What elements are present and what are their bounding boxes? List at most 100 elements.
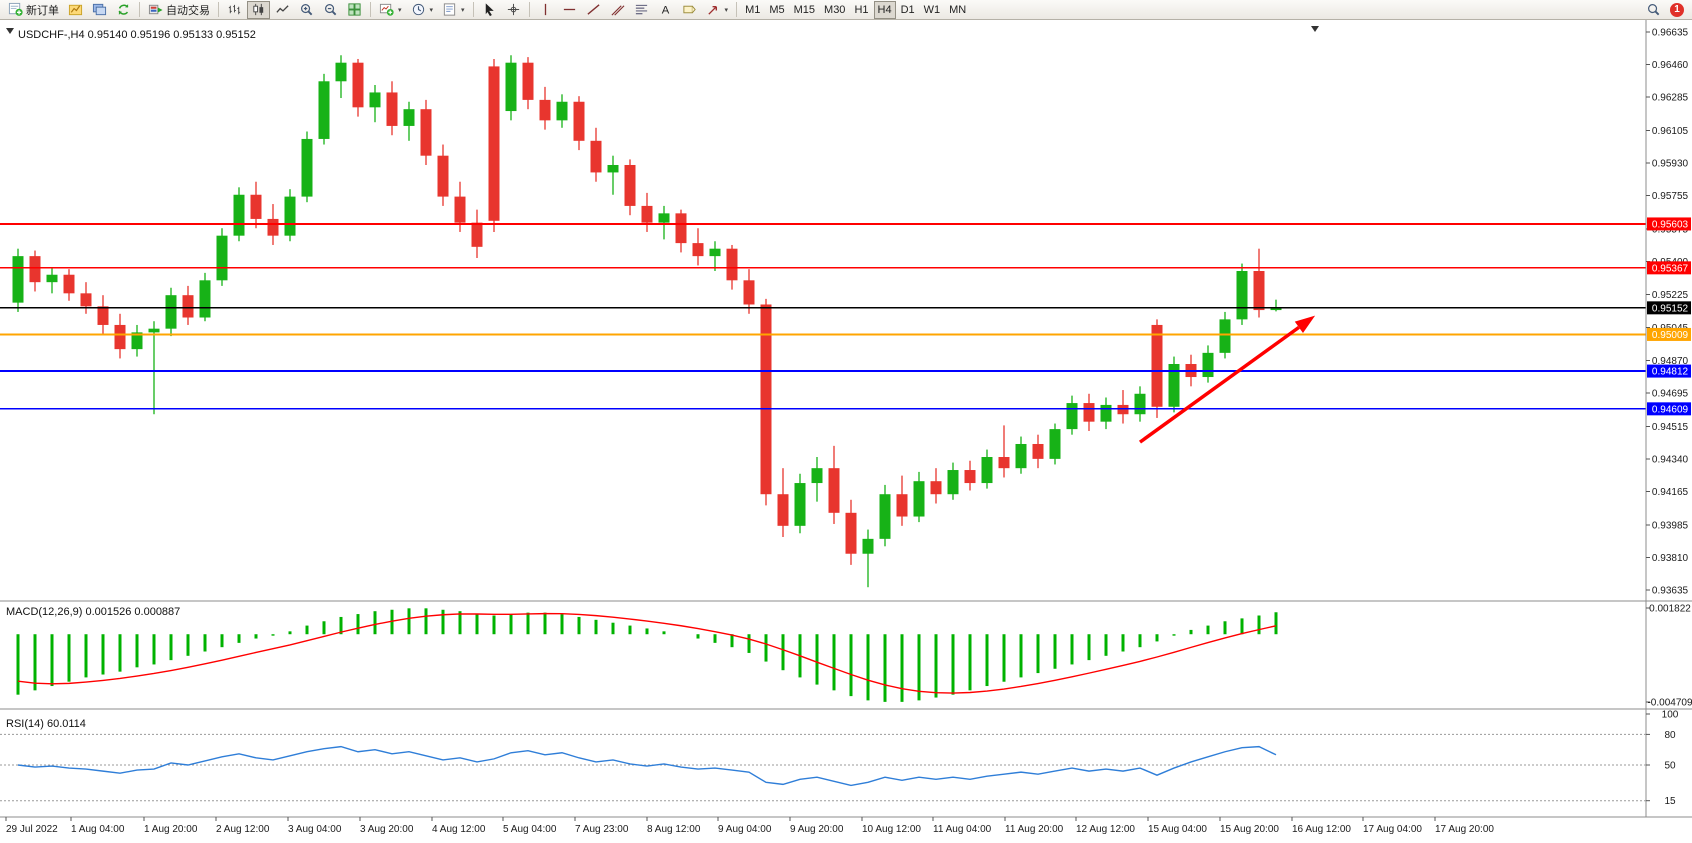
clock-icon — [411, 2, 426, 17]
toolbar-separator — [370, 2, 371, 17]
price-tick-label: 0.94695 — [1652, 388, 1689, 399]
chart-plot-area[interactable] — [0, 20, 1646, 601]
refresh-icon — [116, 2, 131, 17]
horizontal-line-icon — [562, 2, 577, 17]
toolbar: 新订单 自动交易 — [0, 0, 1692, 20]
cursor-tool-button[interactable] — [478, 1, 501, 19]
bear-candle — [1253, 271, 1265, 311]
time-tick-label: 17 Aug 20:00 — [1435, 824, 1494, 835]
bull-candle — [879, 494, 891, 539]
bear-candle — [267, 218, 279, 236]
charts-button[interactable] — [64, 1, 87, 19]
macd-panel — [16, 608, 1278, 702]
toolbar-separator — [528, 2, 530, 17]
zoom-out-button[interactable] — [319, 1, 342, 19]
bear-candle — [896, 494, 908, 517]
time-axis[interactable] — [0, 817, 1692, 843]
label-tool-button[interactable] — [678, 1, 701, 19]
bear-candle — [964, 470, 976, 484]
bull-candle — [233, 194, 245, 236]
macd-axis-min: -0.004709 — [1647, 698, 1692, 709]
timeframe-button-m30[interactable]: M30 — [820, 1, 849, 19]
price-tick-label: 0.93810 — [1652, 553, 1689, 564]
timeframe-button-m15[interactable]: M15 — [790, 1, 819, 19]
price-axis[interactable] — [1646, 20, 1692, 817]
timeframe-button-m5[interactable]: M5 — [765, 1, 788, 19]
price-badge — [1647, 301, 1691, 315]
time-tick-label: 9 Aug 04:00 — [718, 824, 772, 835]
horizontal-line-tool-button[interactable] — [558, 1, 581, 19]
svg-text:A: A — [661, 4, 669, 16]
timeframe-button-mn[interactable]: MN — [945, 1, 970, 19]
channel-icon — [610, 2, 625, 17]
zoom-in-icon — [299, 2, 314, 17]
shapes-tool-button[interactable]: ▾ — [702, 1, 733, 19]
profiles-button[interactable] — [88, 1, 111, 19]
timeframe-button-h1[interactable]: H1 — [850, 1, 872, 19]
price-badge — [1647, 364, 1691, 378]
refresh-button[interactable] — [112, 1, 135, 19]
bull-candle — [46, 274, 58, 283]
trendline-tool-button[interactable] — [582, 1, 605, 19]
bull-candle — [1049, 429, 1061, 459]
vertical-line-tool-button[interactable] — [534, 1, 557, 19]
bear-candle — [352, 62, 364, 108]
rsi-axis-label: 100 — [1662, 710, 1679, 721]
time-tick-label: 5 Aug 04:00 — [503, 824, 557, 835]
auto-trading-button[interactable]: 自动交易 — [144, 1, 214, 19]
fibonacci-tool-button[interactable] — [630, 1, 653, 19]
bull-candle — [556, 101, 568, 121]
toolbar-separator — [472, 2, 474, 17]
arrows-shape-icon — [706, 2, 721, 17]
bull-candle — [165, 295, 177, 329]
rsi-axis-label: 80 — [1664, 730, 1676, 741]
timeframe-button-d1[interactable]: D1 — [897, 1, 919, 19]
time-tick-label: 12 Aug 12:00 — [1076, 824, 1135, 835]
crosshair-icon — [506, 2, 521, 17]
bear-candle — [1151, 324, 1163, 407]
timeframe-button-h4[interactable]: H4 — [873, 0, 896, 19]
notifications-button[interactable]: 1 — [1666, 1, 1688, 19]
search-icon — [1646, 2, 1661, 17]
search-button[interactable] — [1642, 1, 1665, 19]
zoom-in-button[interactable] — [295, 1, 318, 19]
timeframe-button-m1[interactable]: M1 — [741, 1, 764, 19]
new-order-icon — [8, 2, 23, 17]
line-chart-mode-button[interactable] — [271, 1, 294, 19]
template-icon — [442, 2, 457, 17]
timeframe-button-w1[interactable]: W1 — [920, 1, 945, 19]
bear-candle — [488, 66, 500, 221]
bull-candle — [318, 81, 330, 139]
bull-candle — [403, 109, 415, 126]
time-tick-label: 2 Aug 12:00 — [216, 824, 270, 835]
bear-candle — [641, 205, 653, 223]
channel-tool-button[interactable] — [606, 1, 629, 19]
price-badge — [1647, 402, 1691, 416]
chart-window: USDCHF-,H4 0.95140 0.95196 0.95133 0.951… — [0, 20, 1692, 843]
indicators-button[interactable]: ▾ — [375, 1, 406, 19]
candlestick-mode-button[interactable] — [247, 0, 270, 19]
price-badge-label: 0.95152 — [1652, 303, 1689, 314]
new-order-button[interactable]: 新订单 — [4, 1, 63, 19]
periods-button[interactable]: ▾ — [407, 1, 438, 19]
rsi-line — [17, 745, 1277, 787]
notification-badge: 1 — [1670, 2, 1684, 17]
bull-candle — [1100, 404, 1112, 422]
crosshair-tool-button[interactable] — [502, 1, 525, 19]
text-tool-button[interactable]: A — [654, 1, 677, 19]
bear-candle — [63, 274, 75, 294]
bull-candle — [1015, 443, 1027, 469]
bull-candle — [1270, 307, 1282, 311]
auto-trading-label: 自动交易 — [166, 4, 210, 17]
bull-candle — [794, 483, 806, 526]
bar-chart-mode-button[interactable] — [223, 1, 246, 19]
fibonacci-icon — [634, 2, 649, 17]
one-click-trading-toggle[interactable] — [6, 28, 14, 34]
bear-candle — [675, 213, 687, 244]
bar-chart-icon — [227, 2, 242, 17]
trend-arrow-object[interactable] — [1138, 325, 1300, 444]
tile-windows-button[interactable] — [343, 1, 366, 19]
bear-candle — [29, 256, 41, 283]
templates-button[interactable]: ▾ — [438, 1, 469, 19]
bear-candle — [539, 99, 551, 121]
